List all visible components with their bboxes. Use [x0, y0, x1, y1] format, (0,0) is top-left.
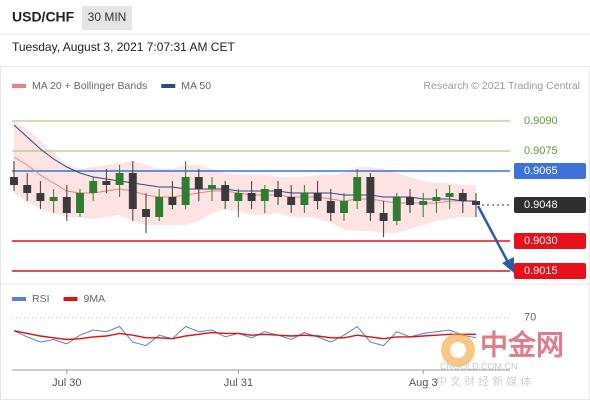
- candle-body: [458, 193, 467, 201]
- candle-body: [23, 185, 32, 193]
- legend-label: MA 20 + Bollinger Bands: [32, 80, 147, 92]
- watermark-logo-inner: [450, 342, 466, 358]
- x-tick-label: Jul 30: [52, 377, 81, 389]
- candle-body: [36, 193, 45, 201]
- candle-body: [181, 177, 190, 205]
- legend-label: MA 50: [181, 80, 211, 92]
- candle-body: [10, 177, 18, 185]
- level-label: 0.9048: [524, 199, 558, 211]
- candle-body: [445, 193, 454, 197]
- symbol: USD/CHF: [12, 9, 75, 25]
- rsi-line: [13, 325, 477, 347]
- candle-body: [89, 181, 98, 193]
- candle-body: [234, 193, 243, 201]
- candle-body: [419, 201, 428, 205]
- candle-body: [353, 177, 362, 201]
- candle-body: [313, 193, 322, 201]
- timestamp: Tuesday, August 3, 2021 7:07:31 AM CET: [12, 40, 235, 54]
- candle-body: [406, 197, 414, 205]
- level-label: 0.9065: [524, 165, 558, 177]
- timeframe[interactable]: 30 MIN: [88, 10, 127, 24]
- level-box: [514, 263, 586, 279]
- candle-body: [102, 181, 111, 185]
- y-tick-label: 70: [524, 312, 536, 324]
- candle-body: [379, 213, 388, 221]
- watermark-site: CNGOLD.COM.CN: [440, 361, 518, 371]
- candle-body: [340, 201, 348, 213]
- x-tick-label: Jul 31: [224, 377, 253, 389]
- level-label: 0.9075: [524, 145, 558, 157]
- credit: Research © 2021 Trading Central: [423, 80, 580, 92]
- rsi-line: [13, 330, 476, 341]
- x-tick-label: Aug 3: [409, 377, 438, 389]
- forecast-arrowhead: [502, 257, 514, 273]
- candle-body: [260, 189, 269, 201]
- candle-body: [155, 197, 164, 217]
- candle-body: [432, 197, 441, 201]
- candle-body: [76, 193, 84, 213]
- candle-body: [49, 197, 58, 201]
- candle-body: [115, 173, 124, 185]
- timeframe-tab[interactable]: [82, 6, 132, 30]
- legend-label: RSI: [32, 293, 50, 305]
- candle-body: [287, 197, 296, 205]
- watermark-name: 中金网: [480, 328, 564, 360]
- candle-body: [142, 209, 150, 217]
- candle-body: [194, 177, 203, 189]
- candle-body: [472, 201, 480, 205]
- level-label: 0.9090: [524, 115, 558, 127]
- legend-swatch: [63, 297, 78, 301]
- candle-body: [168, 197, 177, 205]
- level-label: 0.9015: [524, 265, 558, 277]
- candle-body: [247, 193, 256, 201]
- level-label: 0.9030: [524, 235, 558, 247]
- legend-label: 9MA: [84, 293, 106, 305]
- level-box: [514, 233, 586, 249]
- candle-body: [300, 193, 309, 205]
- candle-body: [392, 197, 401, 221]
- level-box: [514, 197, 586, 213]
- candle-body: [208, 185, 216, 189]
- legend-swatch: [12, 297, 26, 301]
- legend-swatch: [12, 84, 26, 88]
- candle-body: [128, 173, 137, 209]
- candle-body: [62, 197, 71, 213]
- candle-body: [366, 177, 375, 213]
- candle-body: [274, 189, 282, 197]
- watermark: 中金网 CNGOLD.COM.CN 中 文 财 经 新 媒 体: [436, 328, 564, 388]
- level-box: [514, 163, 586, 179]
- candle-body: [326, 201, 335, 213]
- legend-swatch: [161, 84, 176, 88]
- forecast-arrow: [476, 205, 512, 267]
- candle-body: [221, 185, 230, 201]
- watermark-slogan: 中 文 财 经 新 媒 体: [436, 374, 531, 388]
